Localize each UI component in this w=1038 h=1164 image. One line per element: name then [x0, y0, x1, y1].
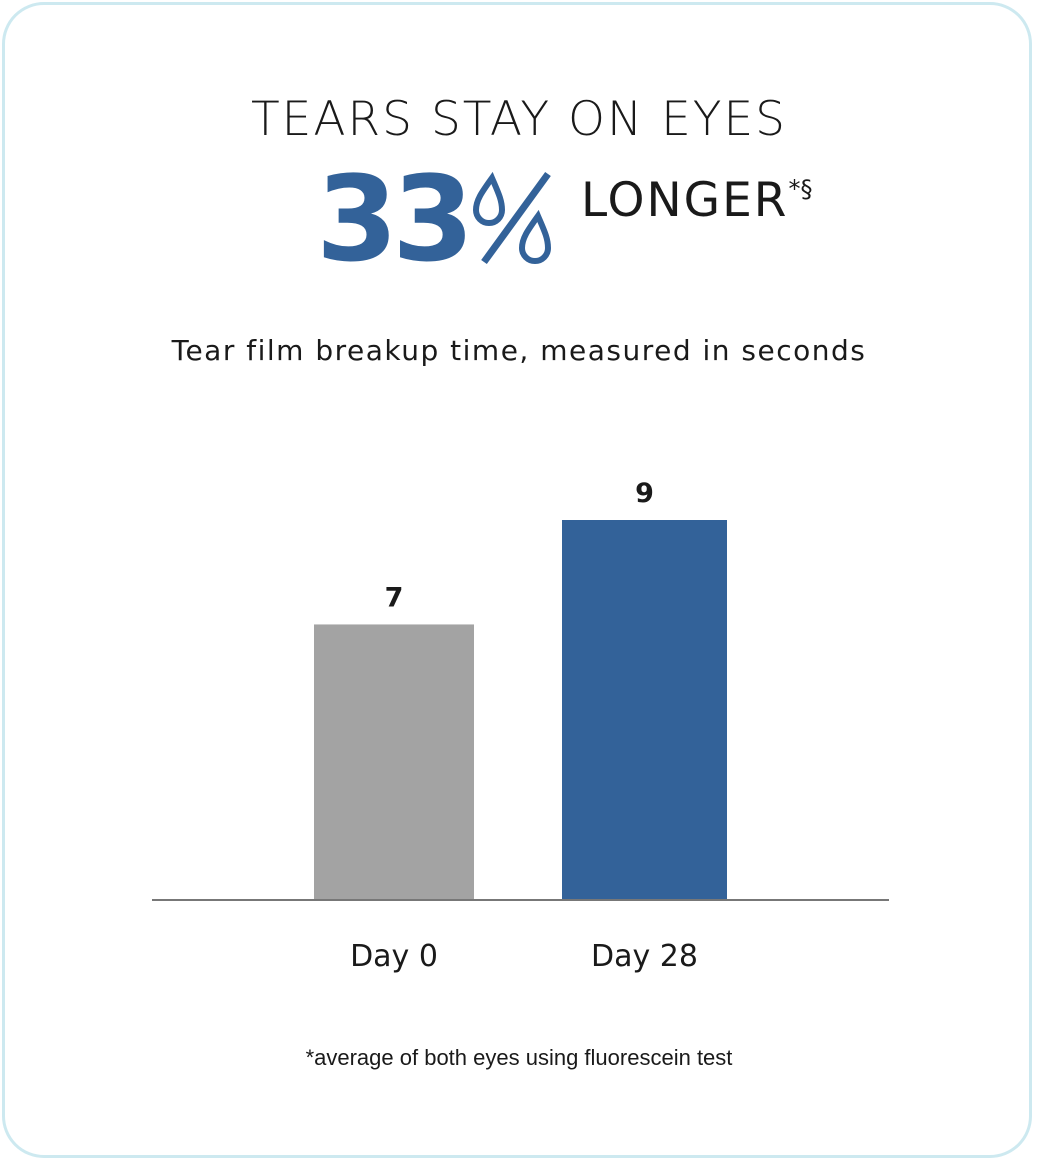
headline-longer: LONGER*§ — [581, 173, 812, 228]
bar-day-28 — [562, 520, 727, 900]
bar-day-0 — [314, 624, 474, 900]
headline: TEARS STAY ON EYES — [250, 92, 788, 147]
data-label: 9 — [635, 478, 654, 509]
water-drop-percent-icon — [472, 171, 552, 265]
x-tick-label: Day 0 — [350, 939, 438, 974]
footnote-marks: *§ — [788, 175, 813, 203]
data-label: 7 — [385, 582, 404, 613]
x-tick-label: Day 28 — [591, 939, 698, 974]
bar-chart: 7 Day 0 9 Day 28 — [152, 478, 889, 974]
chart-title: Tear film breakup time, measured in seco… — [171, 334, 867, 367]
longer-text: LONGER — [581, 173, 789, 228]
percent-value: 33 — [316, 150, 474, 288]
footnote: *average of both eyes using fluorescein … — [305, 1045, 733, 1070]
